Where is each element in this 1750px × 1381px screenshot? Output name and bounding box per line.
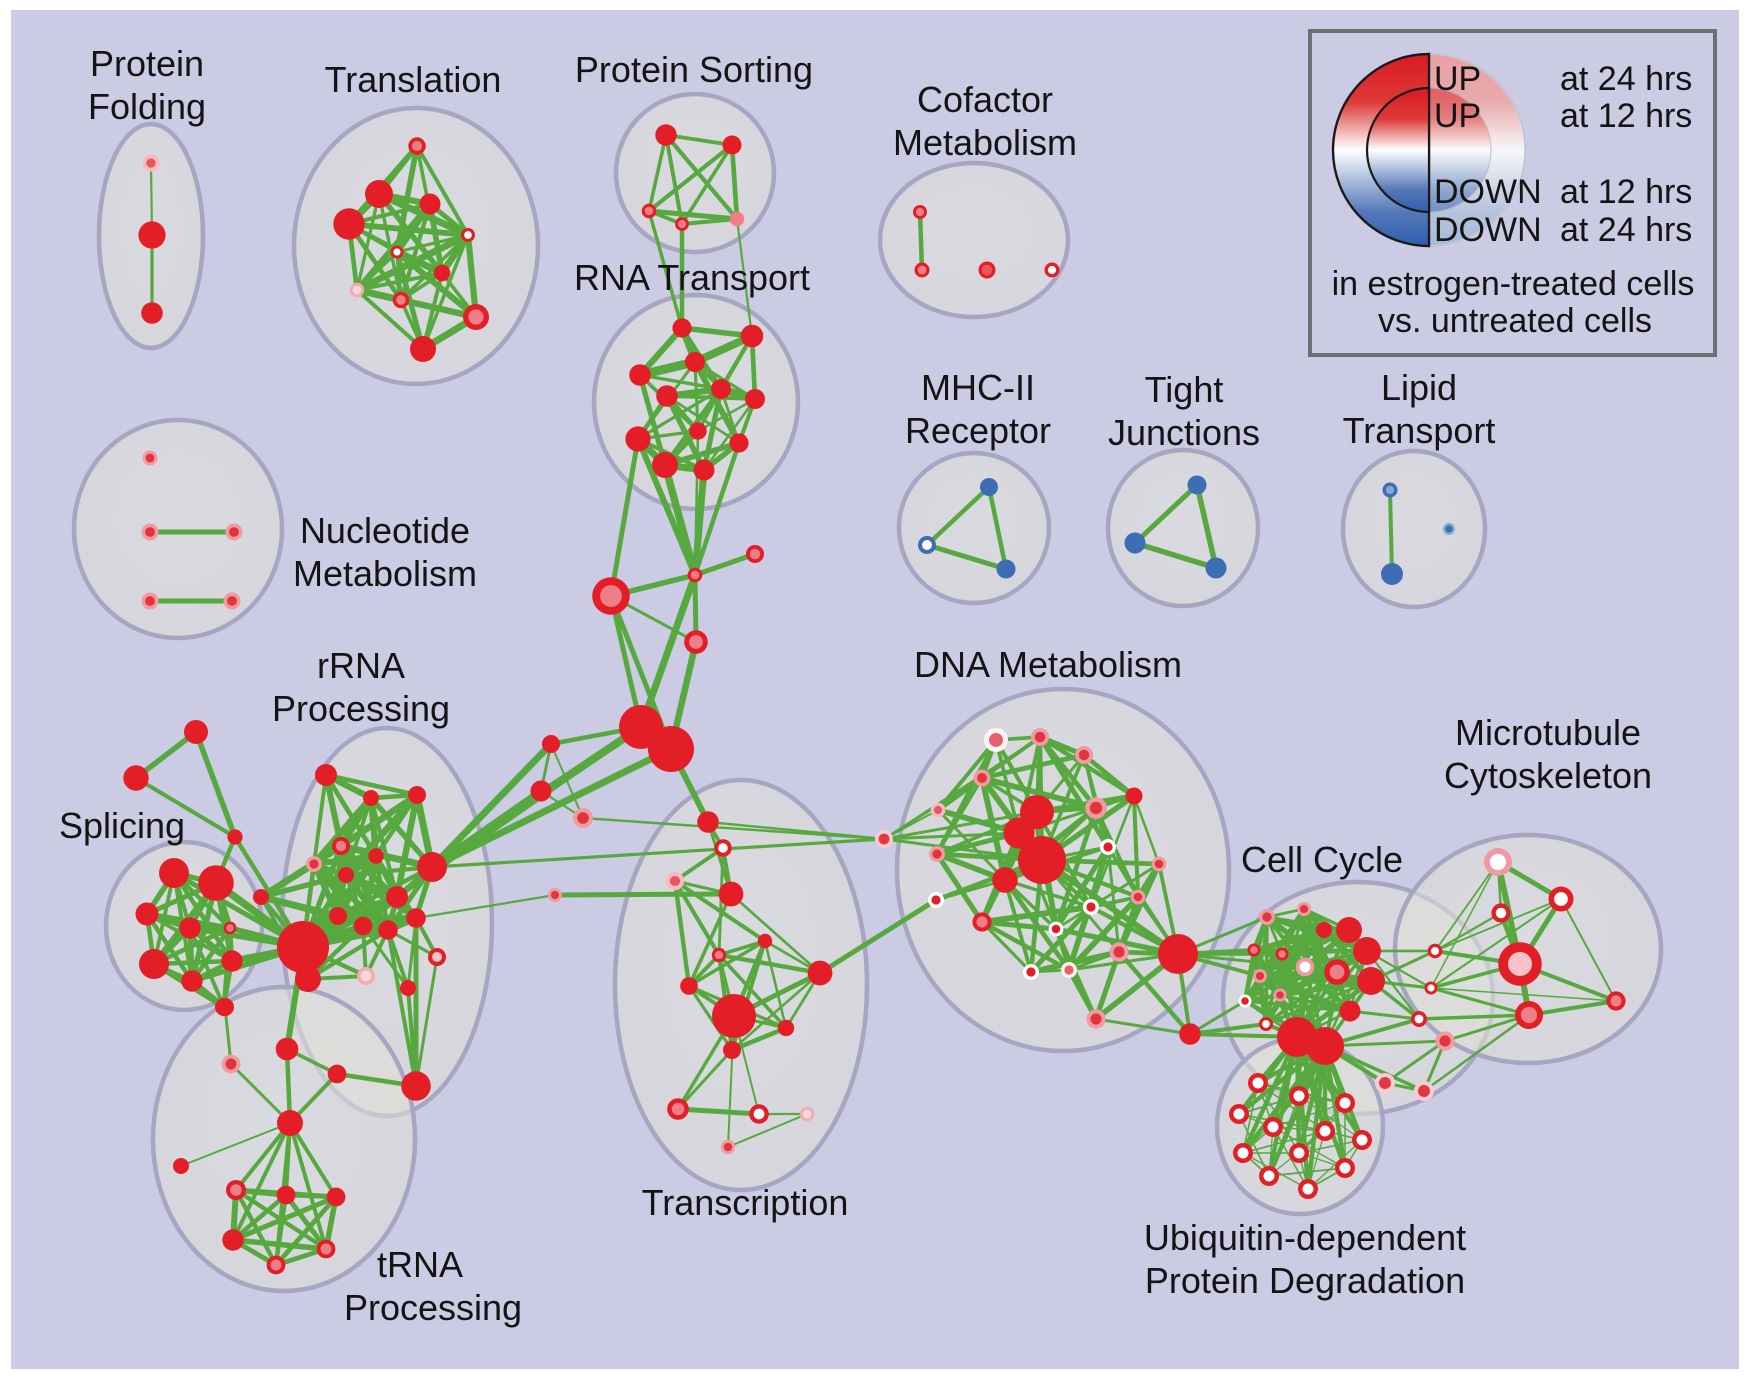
svg-text:Lipid: Lipid: [1381, 367, 1457, 408]
svg-text:DOWN: DOWN: [1434, 173, 1542, 211]
svg-text:Microtubule: Microtubule: [1455, 712, 1641, 753]
svg-text:MHC-II: MHC-II: [921, 367, 1035, 408]
svg-text:Protein Sorting: Protein Sorting: [575, 49, 813, 90]
svg-text:DNA Metabolism: DNA Metabolism: [914, 644, 1182, 685]
svg-text:at 12 hrs: at 12 hrs: [1560, 97, 1692, 135]
svg-text:Metabolism: Metabolism: [293, 553, 477, 594]
svg-text:Folding: Folding: [88, 86, 206, 127]
svg-text:Splicing: Splicing: [59, 805, 185, 846]
svg-text:RNA Transport: RNA Transport: [574, 257, 810, 298]
svg-text:vs. untreated cells: vs. untreated cells: [1378, 302, 1652, 340]
svg-text:Cytoskeleton: Cytoskeleton: [1444, 755, 1652, 796]
svg-text:Ubiquitin-dependent: Ubiquitin-dependent: [1144, 1217, 1466, 1258]
svg-text:Transcription: Transcription: [642, 1182, 849, 1223]
svg-text:Protein Degradation: Protein Degradation: [1145, 1260, 1465, 1301]
svg-text:in estrogen-treated cells: in estrogen-treated cells: [1332, 265, 1695, 303]
svg-text:Metabolism: Metabolism: [893, 122, 1077, 163]
svg-text:Transport: Transport: [1343, 410, 1496, 451]
svg-text:Cell Cycle: Cell Cycle: [1241, 839, 1403, 880]
svg-text:UP: UP: [1434, 60, 1481, 98]
svg-text:at 24 hrs: at 24 hrs: [1560, 211, 1692, 249]
svg-text:Processing: Processing: [272, 688, 450, 729]
svg-text:at 12 hrs: at 12 hrs: [1560, 173, 1692, 211]
svg-text:at 24 hrs: at 24 hrs: [1560, 60, 1692, 98]
svg-text:tRNA: tRNA: [377, 1244, 463, 1285]
svg-text:UP: UP: [1434, 97, 1481, 135]
svg-text:Protein: Protein: [90, 43, 204, 84]
svg-text:Translation: Translation: [325, 59, 502, 100]
svg-text:Cofactor: Cofactor: [917, 79, 1053, 120]
svg-text:Processing: Processing: [344, 1287, 522, 1328]
svg-text:rRNA: rRNA: [317, 645, 405, 686]
svg-text:Nucleotide: Nucleotide: [300, 510, 470, 551]
svg-text:Receptor: Receptor: [905, 410, 1051, 451]
svg-text:Junctions: Junctions: [1108, 412, 1260, 453]
svg-text:Tight: Tight: [1145, 369, 1224, 410]
svg-text:DOWN: DOWN: [1434, 211, 1542, 249]
